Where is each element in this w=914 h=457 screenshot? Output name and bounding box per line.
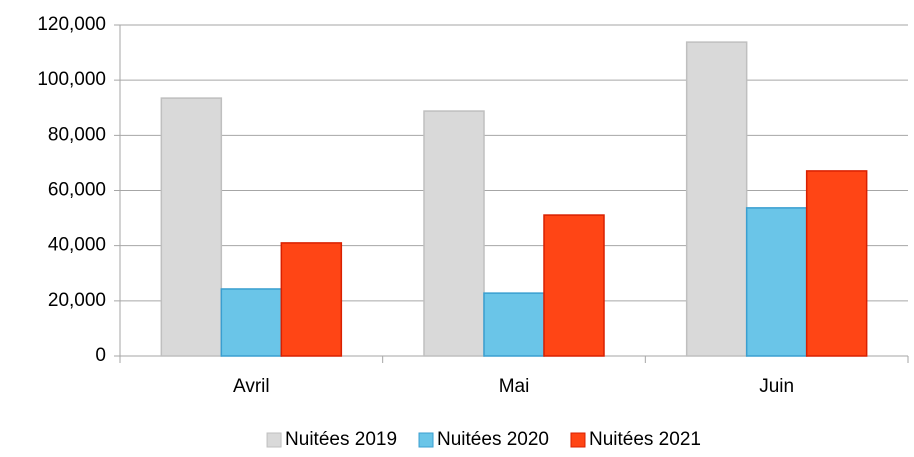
bar xyxy=(220,288,283,357)
x-tick-label: Mai xyxy=(499,376,530,397)
legend-label: Nuitées 2019 xyxy=(285,429,397,450)
y-tick-label: 0 xyxy=(95,345,106,366)
legend-marker xyxy=(266,432,282,448)
x-tick-label: Juin xyxy=(759,376,794,397)
bar xyxy=(685,41,748,357)
legend-label: Nuitées 2021 xyxy=(589,429,701,450)
y-tick-label: 100,000 xyxy=(37,69,106,90)
bar xyxy=(423,110,485,357)
bar xyxy=(543,214,605,357)
y-tick-label: 40,000 xyxy=(48,235,106,256)
y-tick-label: 20,000 xyxy=(48,290,106,311)
bar xyxy=(280,242,343,357)
y-tick-label: 60,000 xyxy=(48,180,106,201)
bar xyxy=(805,170,868,357)
y-tick-label: 120,000 xyxy=(37,14,106,35)
legend-marker xyxy=(570,432,586,448)
bar xyxy=(160,97,223,357)
bar xyxy=(483,292,545,357)
legend-label: Nuitées 2020 xyxy=(437,429,549,450)
x-tick-label: Avril xyxy=(233,376,270,397)
bar xyxy=(745,207,808,357)
y-tick-label: 80,000 xyxy=(48,124,106,145)
legend-marker xyxy=(418,432,434,448)
